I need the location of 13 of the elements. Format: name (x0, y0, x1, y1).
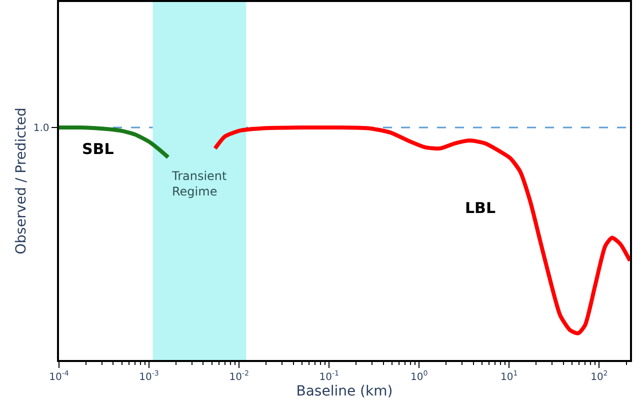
x-tick-label: 10$^{-2}$ (229, 370, 249, 383)
series-label: SBL (82, 140, 114, 158)
ref-line-label: 1.0 (33, 123, 50, 134)
x-tick-label: 10$^{1}$ (500, 370, 518, 383)
x-tick-label: 10$^{2}$ (590, 370, 608, 383)
x-tick-label: 10$^{-1}$ (319, 370, 339, 383)
x-axis-title: Baseline (km) (296, 384, 393, 400)
x-tick-label: 10$^{0}$ (410, 370, 428, 383)
x-tick-label: 10$^{-4}$ (49, 370, 70, 383)
y-axis-title: Observed / Predicted (13, 108, 30, 254)
x-tick-label: 10$^{-3}$ (139, 370, 159, 383)
band-label: Transient Regime (171, 169, 228, 199)
text: LBL (465, 199, 496, 217)
